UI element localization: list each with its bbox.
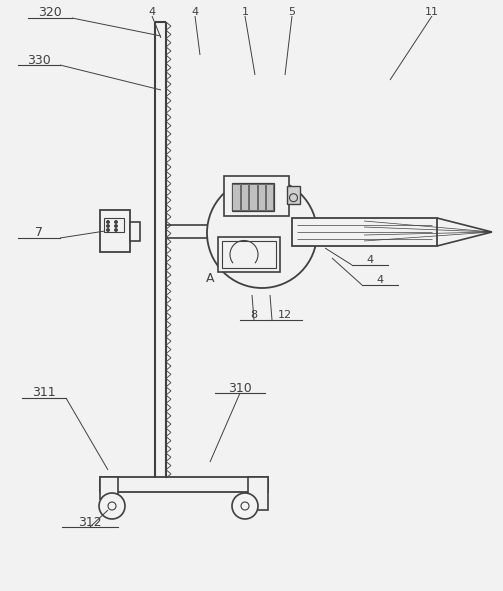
Bar (104, 218, 124, 232)
Circle shape (99, 493, 125, 519)
Circle shape (115, 225, 118, 228)
Bar (222, 241, 276, 268)
Text: 312: 312 (78, 515, 102, 528)
Circle shape (108, 502, 116, 510)
Circle shape (115, 220, 118, 223)
Bar (292, 218, 437, 246)
Text: 4: 4 (367, 255, 374, 265)
Text: A: A (206, 271, 214, 284)
Bar (166, 225, 222, 238)
Text: 310: 310 (228, 382, 252, 395)
Bar (258, 184, 265, 210)
Circle shape (107, 220, 110, 223)
Circle shape (107, 225, 110, 228)
Text: 1: 1 (241, 7, 248, 17)
Text: 4: 4 (148, 7, 155, 17)
Bar (241, 184, 248, 210)
Text: 311: 311 (32, 387, 56, 400)
Circle shape (207, 178, 317, 288)
Bar (100, 477, 118, 499)
Text: 4: 4 (376, 275, 384, 285)
Circle shape (232, 493, 258, 519)
Bar (266, 184, 274, 210)
Text: 11: 11 (425, 7, 439, 17)
Text: 5: 5 (289, 7, 295, 17)
Text: 4: 4 (192, 7, 199, 17)
Text: 330: 330 (27, 54, 51, 67)
Bar (249, 184, 257, 210)
Text: 7: 7 (35, 226, 43, 239)
Bar (248, 477, 268, 510)
Bar (287, 186, 300, 204)
Bar (130, 222, 140, 241)
Bar (224, 176, 289, 216)
Text: 320: 320 (38, 7, 62, 20)
Circle shape (107, 229, 110, 232)
Bar (100, 477, 268, 492)
Bar (232, 183, 274, 211)
Text: 12: 12 (278, 310, 292, 320)
Bar (218, 237, 280, 272)
Circle shape (115, 229, 118, 232)
Text: 8: 8 (250, 310, 258, 320)
Bar (100, 210, 130, 252)
Bar (232, 184, 240, 210)
Circle shape (241, 502, 249, 510)
